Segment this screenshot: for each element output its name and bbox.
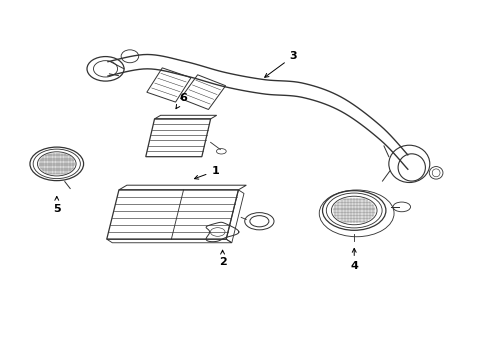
Text: 3: 3 <box>264 51 297 77</box>
Text: 1: 1 <box>194 166 219 179</box>
Text: 6: 6 <box>176 93 187 109</box>
Text: 4: 4 <box>349 248 357 271</box>
Text: 5: 5 <box>53 197 61 214</box>
Text: 2: 2 <box>218 250 226 267</box>
